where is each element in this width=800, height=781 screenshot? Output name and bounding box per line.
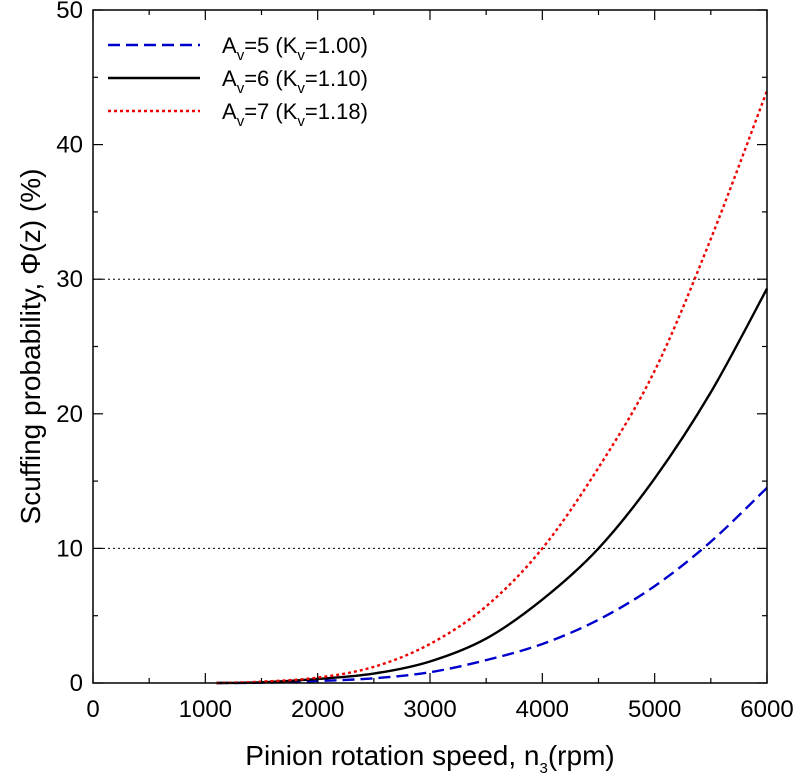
y-axis-label: Scuffing probability, Φ(z) (%) bbox=[15, 169, 46, 525]
y-tick-label: 30 bbox=[56, 266, 83, 293]
x-tick-label: 4000 bbox=[516, 696, 569, 723]
series-line-3 bbox=[216, 90, 769, 685]
series-layer bbox=[216, 90, 769, 685]
x-axis-label: Pinion rotation speed, n3(rpm) bbox=[245, 740, 614, 777]
x-axis-label-unit: (rpm) bbox=[548, 740, 615, 771]
tick-labels: 0 1000 2000 3000 4000 5000 6000 0 10 20 30 40 50 bbox=[56, 0, 793, 723]
ticks bbox=[92, 9, 768, 684]
y-tick-label: 10 bbox=[56, 535, 83, 562]
x-axis-label-main: Pinion rotation speed, n bbox=[245, 740, 539, 771]
y-tick-label: 40 bbox=[56, 132, 83, 159]
series-line-1 bbox=[216, 486, 768, 685]
x-tick-label: 5000 bbox=[628, 696, 681, 723]
reference-lines bbox=[93, 278, 767, 549]
x-tick-label: 3000 bbox=[403, 696, 456, 723]
legend-entry-1: Av=5 (Kv=1.00) bbox=[222, 33, 368, 64]
x-tick-label: 2000 bbox=[291, 696, 344, 723]
legend-entry-2: Av=6 (Kv=1.10) bbox=[222, 66, 368, 97]
legend-entry-3: Av=7 (Kv=1.18) bbox=[222, 99, 368, 130]
y-tick-label: 20 bbox=[56, 401, 83, 428]
x-tick-label: 0 bbox=[86, 696, 99, 723]
series-line-2 bbox=[216, 288, 769, 685]
legend: Av=5 (Kv=1.00)Av=6 (Kv=1.10)Av=7 (Kv=1.1… bbox=[108, 33, 368, 130]
x-axis-label-subscript: 3 bbox=[540, 760, 548, 777]
y-tick-label: 50 bbox=[56, 0, 83, 24]
y-tick-label: 0 bbox=[70, 670, 83, 697]
x-tick-label: 1000 bbox=[179, 696, 232, 723]
x-tick-label: 6000 bbox=[740, 696, 793, 723]
